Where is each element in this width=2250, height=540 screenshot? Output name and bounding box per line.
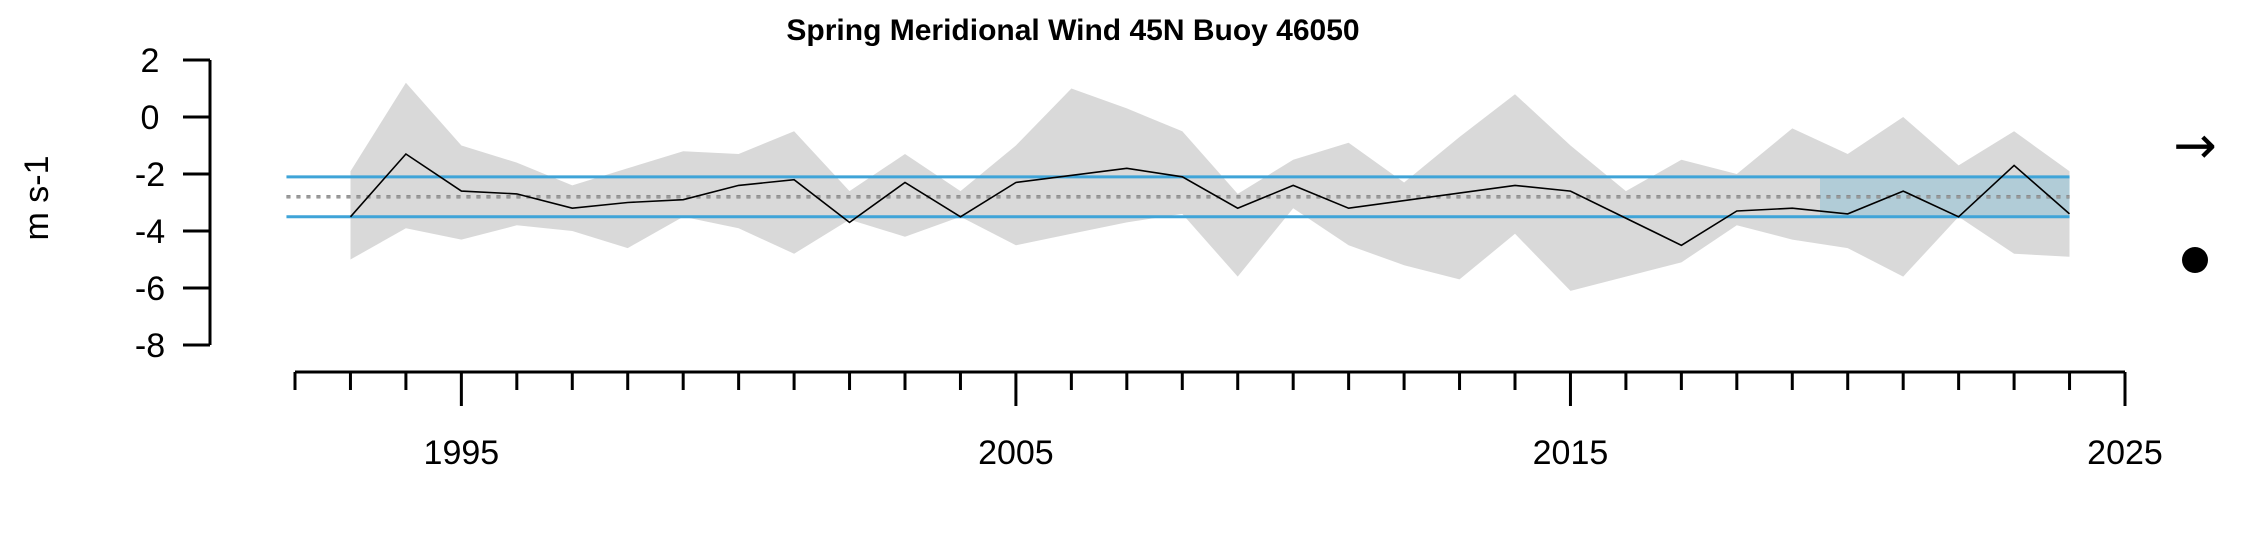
y-tick-label: -6 (135, 270, 165, 308)
data-line (349, 152, 2071, 247)
y-tick-label: -8 (135, 327, 165, 365)
x-tick-label: 2025 (2087, 434, 2163, 472)
y-tick-label: -2 (135, 156, 165, 194)
y-axis-label: m s-1 (18, 156, 56, 241)
x-tick-label: 1995 (424, 434, 500, 472)
uncertainty-band (350, 82, 2070, 291)
y-tick-label: -4 (135, 213, 165, 251)
mean-status-dot-icon (2182, 247, 2208, 273)
x-tick-label: 2015 (1533, 434, 1609, 472)
y-tick-label: 0 (141, 99, 160, 137)
plot-area (286, 82, 2071, 291)
axes: 2 0 -2 -4 -6 -8 1995 2005 2015 2025 (135, 42, 2163, 472)
chart-title: Spring Meridional Wind 45N Buoy 46050 (786, 14, 1359, 47)
y-tick-label: 2 (141, 42, 160, 80)
side-markers: → (2173, 116, 2217, 273)
trend-arrow-icon: → (2173, 116, 2217, 176)
x-tick-label: 2005 (978, 434, 1054, 472)
